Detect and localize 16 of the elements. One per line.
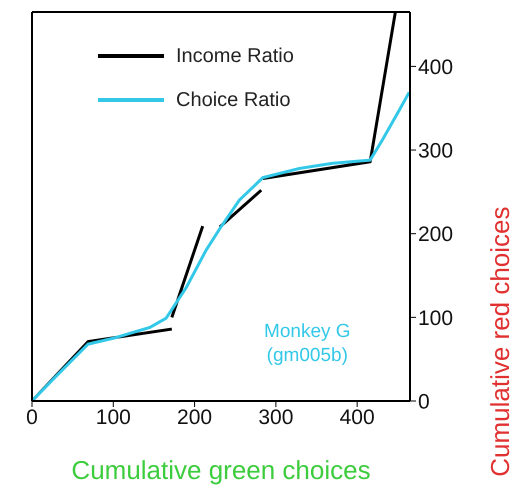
- legend-label: Choice Ratio: [176, 88, 291, 113]
- x-tick-label: 100: [96, 406, 131, 429]
- annotation: (gm005b): [266, 344, 349, 368]
- legend-label: Income Ratio: [176, 44, 294, 69]
- x-tick-label: 300: [258, 406, 294, 429]
- y-axis-title: Cumulative red choices: [485, 206, 516, 477]
- annotation: Monkey G: [264, 320, 351, 344]
- x-tick-label: 200: [177, 406, 212, 429]
- y-tick-label: 0: [418, 390, 430, 414]
- y-tick-label: 200: [418, 223, 454, 246]
- y-tick-label: 100: [418, 306, 454, 330]
- y-tick-label: 300: [418, 139, 454, 162]
- x-axis-title: Cumulative green choices: [71, 455, 371, 485]
- x-tick-label: 0: [26, 406, 38, 429]
- y-tick-label: 400: [418, 56, 454, 79]
- x-tick-label: 400: [340, 406, 375, 429]
